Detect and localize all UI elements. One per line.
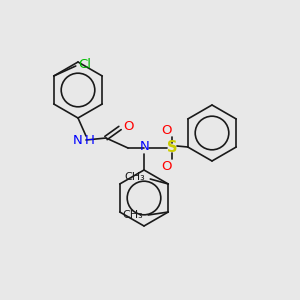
Text: CH₃: CH₃	[124, 172, 145, 182]
Text: O: O	[162, 124, 172, 136]
Text: N: N	[140, 140, 150, 154]
Text: O: O	[123, 119, 134, 133]
Text: S: S	[167, 140, 177, 155]
Text: N: N	[73, 134, 83, 146]
Text: H: H	[85, 134, 95, 146]
Text: Cl: Cl	[78, 58, 91, 70]
Text: CH₃: CH₃	[122, 210, 143, 220]
Text: O: O	[162, 160, 172, 172]
